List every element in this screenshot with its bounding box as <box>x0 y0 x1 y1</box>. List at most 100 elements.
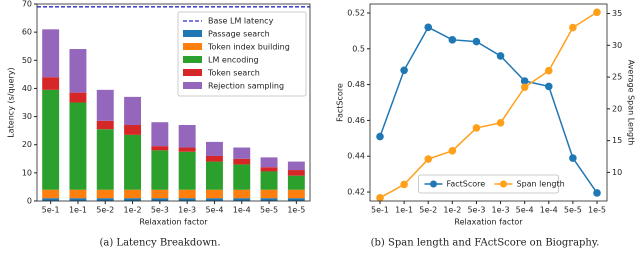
bar-segment <box>96 129 114 190</box>
x-tick-label: 1e-3 <box>178 206 196 215</box>
y-tick-label: 0.5 <box>352 44 365 53</box>
data-point <box>472 124 481 132</box>
bar-segment <box>205 155 223 162</box>
x-tick-label: 5e-4 <box>205 206 223 215</box>
data-point <box>593 8 601 17</box>
data-point <box>520 83 529 92</box>
x-tick-label: 1e-4 <box>233 206 251 215</box>
legend-box <box>177 11 307 97</box>
bar-segment <box>96 89 114 121</box>
bar-segment <box>151 198 169 201</box>
bar-segment <box>287 170 305 176</box>
bar-segment <box>151 150 169 190</box>
x-tick-label: 1e-2 <box>443 206 461 215</box>
legend-swatch <box>183 69 202 76</box>
x-tick-label: 1e-4 <box>540 206 558 215</box>
bar-segment <box>178 125 196 148</box>
bar-segment <box>69 198 87 201</box>
x-tick-label: 1e-1 <box>69 206 87 215</box>
data-point <box>569 154 577 162</box>
x-tick-label: 5e-4 <box>516 206 534 215</box>
bar-segment <box>178 151 196 190</box>
bar-segment <box>178 147 196 152</box>
bar-segment <box>69 102 87 190</box>
data-point <box>376 194 384 202</box>
plot-frame <box>369 3 608 202</box>
legend-swatch <box>183 30 202 37</box>
legend-label: Span length <box>517 180 565 189</box>
legend-label: Token search <box>207 69 260 78</box>
bar-segment <box>124 96 142 126</box>
bar-segment <box>96 198 114 201</box>
y-tick-label: 0 <box>27 197 32 206</box>
legend-swatch <box>183 56 202 63</box>
bar-segment <box>124 125 142 135</box>
data-point <box>593 189 601 197</box>
data-point <box>496 119 505 127</box>
x-tick-label: 1e-5 <box>287 206 305 215</box>
y-tick-label: 30 <box>22 112 32 121</box>
bar-segment <box>233 189 251 199</box>
data-point <box>544 66 553 75</box>
x-tick-label: 5e-5 <box>260 206 278 215</box>
bar-segment <box>42 198 60 201</box>
bar-segment <box>124 189 142 199</box>
legend-label: FactScore <box>447 180 486 189</box>
bar-segment <box>205 189 223 199</box>
data-point <box>376 132 384 141</box>
caption: (b) Span length and FActScore on Biograp… <box>371 238 600 249</box>
x-tick-label: 1e-5 <box>588 206 606 215</box>
y-tick-label: 0.44 <box>347 152 365 161</box>
bar-segment <box>260 171 278 190</box>
legend-box <box>418 174 559 194</box>
data-point <box>448 36 457 44</box>
plot-frame <box>36 3 311 202</box>
bar-segment <box>260 198 278 201</box>
bar-segment <box>42 77 60 90</box>
y2-axis-label: Average Span Length <box>627 60 636 146</box>
bar-segment <box>178 189 196 199</box>
bar-segment <box>287 198 305 201</box>
y-tick-label: 0.42 <box>347 188 365 197</box>
bar-segment <box>205 161 223 190</box>
bar-segment <box>96 120 114 130</box>
x-tick-label: 5e-2 <box>96 206 114 215</box>
bar-segment <box>260 157 278 168</box>
caption: (a) Latency Breakdown. <box>99 238 220 249</box>
bar-segment <box>151 122 169 147</box>
series-line <box>379 26 598 194</box>
bar-segment <box>124 198 142 201</box>
bar-segment <box>205 198 223 201</box>
x-tick-label: 1e-3 <box>492 206 510 215</box>
y-tick-label: 0.46 <box>347 116 365 125</box>
data-point <box>496 52 505 60</box>
data-point <box>520 77 529 85</box>
legend-label: Rejection sampling <box>208 82 284 91</box>
y-tick-label: 10 <box>22 168 32 177</box>
legend-label: Passage search <box>208 30 270 39</box>
y-axis-label: Latency (s/query) <box>7 67 16 137</box>
y2-tick-label: 10 <box>612 168 622 177</box>
data-point <box>400 66 408 75</box>
data-point <box>424 155 433 163</box>
y-tick-label: 70 <box>22 0 32 9</box>
bar-segment <box>69 92 87 103</box>
x-axis-label: Relaxation factor <box>139 218 208 227</box>
data-point <box>424 23 433 32</box>
bar-segment <box>260 189 278 199</box>
bar-segment <box>287 175 305 190</box>
x-tick-label: 5e-2 <box>419 206 437 215</box>
bar-segment <box>233 158 251 165</box>
data-point <box>544 82 553 91</box>
x-tick-label: 1e-1 <box>395 206 413 215</box>
x-tick-label: 1e-2 <box>124 206 142 215</box>
data-point <box>472 37 481 46</box>
y-tick-label: 0.52 <box>347 8 365 17</box>
legend-label: Base LM latency <box>208 17 274 26</box>
data-point <box>448 146 457 155</box>
y-tick-label: 50 <box>22 56 32 65</box>
y2-tick-label: 15 <box>612 136 622 145</box>
y2-tick-label: 35 <box>612 9 622 18</box>
legend-swatch <box>183 43 202 50</box>
legend-label: LM encoding <box>208 56 259 65</box>
